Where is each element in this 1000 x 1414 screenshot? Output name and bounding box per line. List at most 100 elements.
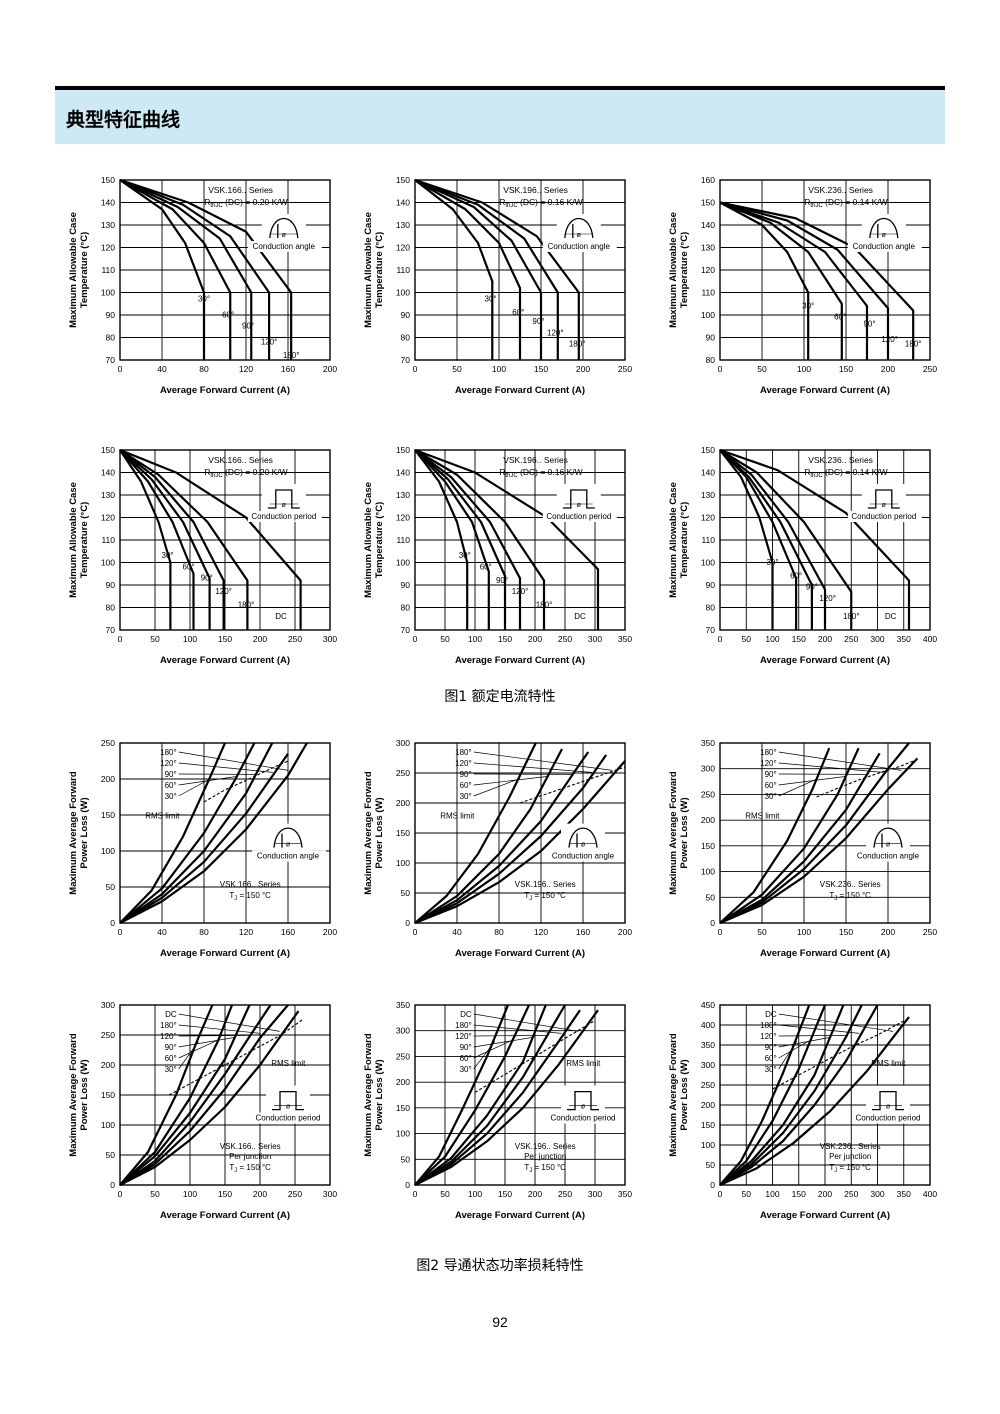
y-axis-label-line2: Power Loss (W)	[79, 797, 90, 868]
rth-value: (DC) = 0.14 K/W	[823, 467, 888, 477]
x-tick-label: 150	[839, 364, 853, 374]
x-tick-label: 100	[765, 1189, 779, 1199]
figure-1-caption: 图1 额定电流特性	[444, 689, 556, 705]
inset-wave	[562, 489, 595, 509]
y-tick-label: 140	[101, 198, 115, 208]
x-tick-label: 100	[797, 927, 811, 937]
inset-wave	[873, 827, 903, 848]
y-tick-label: 0	[710, 1180, 715, 1190]
rms-limit-line	[519, 766, 626, 804]
series-line-0	[719, 201, 810, 360]
tj-symbol: T	[524, 1163, 529, 1172]
x-tick-label: 300	[588, 1189, 602, 1199]
series-leader-line	[178, 776, 238, 786]
y-tick-label: 50	[706, 892, 716, 902]
series-leader-line	[473, 751, 613, 771]
series-label: 60°	[183, 562, 195, 571]
x-axis-label: Average Forward Current (A)	[160, 948, 290, 959]
x-tick-label: 250	[844, 634, 858, 644]
y-axis-label-line2: Temperature (°C)	[679, 502, 690, 578]
x-tick-label: 300	[870, 634, 884, 644]
y-tick-label: 450	[701, 1000, 715, 1010]
series-leader-line	[778, 1039, 812, 1059]
y-tick-label: 200	[101, 1060, 115, 1070]
series-line-4	[119, 742, 227, 924]
x-tick-label: 100	[468, 1189, 482, 1199]
y-tick-label: 150	[101, 175, 115, 185]
y-tick-label: 130	[701, 490, 715, 500]
series-label: DC	[165, 1010, 177, 1019]
inset-wave	[872, 1090, 904, 1111]
rth-subscript: thJC	[505, 203, 518, 209]
y-tick-label: 70	[401, 355, 411, 365]
series-line-0	[119, 742, 308, 924]
y-tick-label: 120	[101, 243, 115, 253]
series-line-2	[719, 201, 869, 360]
plot-frame	[119, 179, 331, 361]
x-tick-label: 40	[452, 927, 462, 937]
y-tick-label: 130	[101, 490, 115, 500]
rth-label: RthJC (DC) = 0.14 K/W	[804, 467, 887, 479]
series-label: 90°	[460, 1043, 472, 1052]
series-leader-line	[178, 1024, 261, 1034]
series-line-0	[719, 449, 774, 630]
series-label: 90°	[765, 1043, 777, 1052]
y-axis-label-line1: Maximum Average Forward	[68, 1033, 79, 1157]
conduction-period-icon: ø	[866, 1085, 910, 1116]
x-axis-label: Average Forward Current (A)	[455, 385, 585, 396]
x-tick-label: 200	[253, 634, 267, 644]
y-tick-label: 80	[706, 355, 716, 365]
plot-frame	[119, 1004, 331, 1186]
rth-subscript: thJC	[505, 473, 518, 479]
y-tick-label: 110	[701, 288, 715, 298]
x-tick-label: 120	[239, 364, 253, 374]
series-label: DC	[574, 612, 586, 621]
y-axis-label-line1: Maximum Average Forward	[68, 771, 79, 895]
conduction-angle-icon: ø	[556, 214, 601, 244]
series-line-1	[119, 753, 289, 924]
series-line-2	[414, 449, 507, 630]
series-label: 30°	[485, 295, 497, 304]
y-axis-label-line2: Power Loss (W)	[679, 797, 690, 868]
inset-label: Conduction angle	[548, 242, 611, 251]
figure-2-caption: 图2 导通状态功率损耗特性	[416, 1258, 584, 1274]
series-label: 60°	[512, 308, 524, 317]
series-leader-line	[178, 1037, 235, 1048]
series-line-3	[119, 178, 271, 360]
x-tick-label: 100	[765, 634, 779, 644]
y-axis-label: Maximum Average Forward Power Loss (W)	[68, 771, 90, 895]
y-axis-label-line1: Maximum Average Forward	[668, 1033, 679, 1157]
inset-label-background	[847, 241, 922, 252]
x-axis-label: Average Forward Current (A)	[760, 655, 890, 666]
series-label: 90°	[765, 770, 777, 779]
series-line-0	[719, 1016, 910, 1187]
series-label: 90°	[863, 319, 875, 328]
y-tick-label: 50	[106, 882, 116, 892]
x-tick-label: 200	[528, 1189, 542, 1199]
x-tick-label: 200	[818, 634, 832, 644]
conduction-angle-icon: ø	[866, 823, 910, 854]
x-tick-label: 0	[118, 364, 123, 374]
y-tick-label: 300	[701, 1060, 715, 1070]
series-label: 120°	[160, 1032, 177, 1041]
conduction-angle-icon: ø	[261, 214, 306, 244]
chart-loss-period-166: 0 50 100 150 200 250 300 0 50 100 150 200 250 300 Aver…	[60, 997, 350, 1227]
chart-rating-angle-166: 0 40 80 120 160 200 70 80 90 100 110 120 130 140 150 Av…	[60, 172, 350, 402]
x-tick-label: 0	[413, 1189, 418, 1199]
x-tick-label: 40	[157, 927, 167, 937]
y-tick-label: 300	[701, 764, 715, 774]
plot-frame	[719, 1004, 931, 1186]
x-tick-label: 160	[281, 364, 295, 374]
series-label: 30°	[802, 301, 814, 310]
y-tick-label: 150	[396, 1103, 410, 1113]
y-axis-label: Maximum Allowable Case Temperature (°C)	[68, 482, 90, 598]
tj-value: = 150 °C	[837, 891, 871, 900]
y-tick-label: 300	[396, 738, 410, 748]
y-tick-label: 140	[701, 468, 715, 478]
x-tick-label: 400	[923, 634, 937, 644]
series-leader-line	[778, 1041, 798, 1070]
chart-svg: 0 50 100 150 200 250 300 70 80 90 100 110 120 130 140 1…	[68, 445, 337, 666]
series-line-0	[119, 179, 206, 360]
y-tick-label: 200	[396, 1077, 410, 1087]
conduction-period-icon: ø	[861, 484, 906, 514]
